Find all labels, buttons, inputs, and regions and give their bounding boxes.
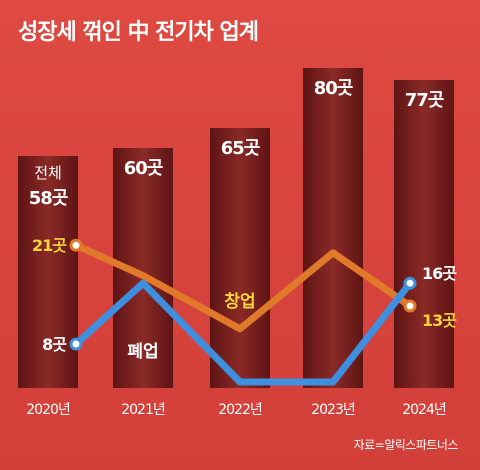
series-name-total: 전체: [34, 164, 62, 182]
bar-total-4: [394, 80, 454, 388]
x-tick-label: 2023년: [311, 402, 355, 418]
bar-value-label: 77곳: [405, 90, 444, 111]
startup-point-0: [69, 238, 83, 252]
x-tick-label: 2022년: [218, 402, 262, 418]
bar-total-2: [210, 128, 270, 388]
startup-point-4: [403, 299, 417, 313]
bar-value-label: 60곳: [124, 158, 163, 179]
closed-line: [73, 279, 413, 386]
startup-label-start: 21곳: [32, 236, 67, 255]
x-tick-label: 2021년: [121, 402, 165, 418]
chart-title: 성장세 꺾인 中 전기차 업계: [18, 20, 259, 45]
startup-line: [74, 242, 412, 333]
bar-value-label: 80곳: [314, 78, 353, 99]
bar-value-label: 65곳: [221, 138, 260, 159]
closed-label-end: 16곳: [422, 264, 457, 283]
source-note: 자료=알릭스파트너스: [353, 438, 459, 452]
series-name-startup: 창업: [224, 292, 255, 312]
startup-label-end: 13곳: [422, 311, 457, 330]
bar-total-0: [18, 156, 78, 388]
x-tick-label: 2020년: [26, 402, 70, 418]
x-tick-label: 2024년: [402, 402, 446, 418]
closed-label-start: 8곳: [42, 335, 67, 354]
closed-point-0: [69, 337, 83, 351]
series-name-closed: 폐업: [127, 342, 158, 362]
bar-total-3: [303, 68, 363, 388]
bar-value-label: 58곳: [29, 188, 68, 209]
closed-point-4: [403, 276, 417, 290]
